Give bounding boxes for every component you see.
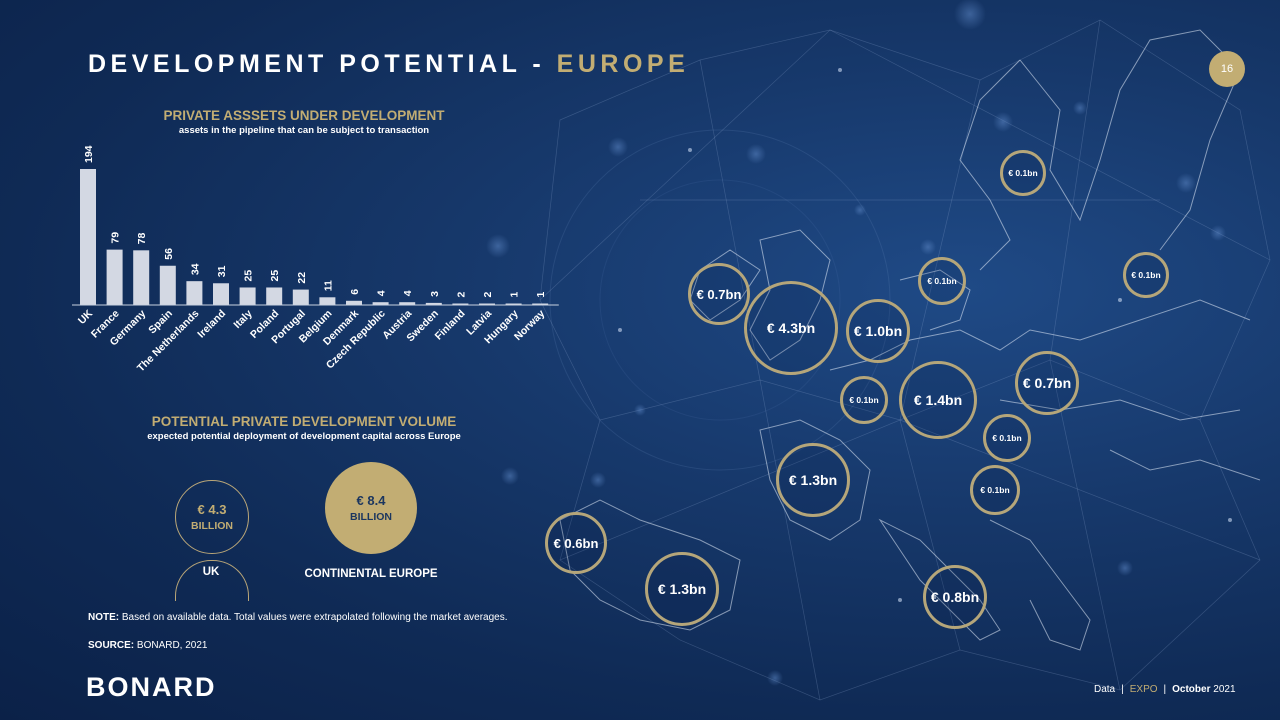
footer-separator: |: [1163, 684, 1167, 695]
continental-volume-circle: € 8.4 BILLION: [325, 462, 417, 554]
bar-value-label: 4: [402, 290, 414, 296]
map-value-circle: € 0.7bn: [688, 263, 750, 325]
bar-value-label: 22: [296, 272, 308, 284]
bar-ireland: [213, 283, 229, 305]
category-label: UK: [76, 307, 96, 327]
bar-value-label: 6: [349, 289, 361, 295]
volume-section-subtitle: expected potential deployment of develop…: [147, 431, 461, 442]
bar-value-label: 1: [535, 292, 547, 298]
bar-poland: [266, 287, 283, 305]
source-prefix: SOURCE:: [88, 640, 135, 651]
footer-data: Data: [1094, 684, 1116, 695]
uk-volume-label: UK: [202, 566, 220, 578]
note-text: NOTE: Based on available data. Total val…: [88, 612, 508, 623]
bar-value-label: 25: [243, 270, 255, 282]
bar-norway: [532, 303, 549, 305]
map-value-circle: € 0.1bn: [983, 414, 1031, 462]
map-value-circle: € 1.3bn: [776, 443, 850, 517]
map-value-circle: € 0.6bn: [545, 512, 607, 574]
bar-value-label: 194: [83, 145, 95, 163]
bar-value-label: 1: [509, 292, 521, 298]
continental-volume-label: CONTINENTAL EUROPE: [304, 568, 438, 580]
bar-portugal: [292, 289, 309, 305]
bar-value-label: 2: [455, 292, 467, 298]
bar-denmark: [346, 300, 362, 305]
footer-expo: EXPO: [1129, 684, 1158, 695]
chart-title: PRIVATE ASSSETS UNDER DEVELOPMENT: [163, 108, 445, 123]
category-label: Finland: [433, 308, 468, 343]
map-value-circle: € 1.0bn: [846, 299, 910, 363]
source-body: BONARD, 2021: [134, 640, 208, 651]
bar-value-label: 25: [269, 270, 281, 282]
category-label: Italy: [231, 308, 254, 331]
map-value-circle: € 1.4bn: [899, 361, 977, 439]
map-value-circle: € 0.7bn: [1015, 351, 1079, 415]
bar-value-label: 3: [429, 291, 441, 297]
bar-spain: [159, 265, 176, 305]
bar-finland: [452, 303, 469, 305]
bar-value-label: 2: [482, 292, 494, 298]
map-value-circle: € 0.8bn: [923, 565, 987, 629]
uk-volume-unit: BILLION: [191, 520, 233, 532]
bar-the-netherlands: [186, 281, 203, 305]
volume-section-title: POTENTIAL PRIVATE DEVELOPMENT VOLUME: [151, 414, 457, 429]
bar-belgium: [319, 297, 336, 305]
bar-italy: [239, 287, 256, 305]
bar-latvia: [479, 303, 495, 305]
bar-hungary: [505, 303, 522, 305]
bar-austria: [399, 302, 416, 305]
bar-value-label: 79: [110, 232, 122, 244]
map-value-circle: € 0.1bn: [1000, 150, 1046, 196]
page-title-accent: EUROPE: [556, 50, 690, 78]
bar-value-label: 31: [216, 265, 228, 277]
bar-sweden: [425, 302, 442, 305]
continental-volume-unit: BILLION: [350, 511, 392, 523]
note-body: Based on available data. Total values we…: [119, 612, 508, 623]
category-label: Ireland: [195, 308, 228, 341]
bar-uk: [80, 169, 96, 305]
map-value-circle: € 0.1bn: [1123, 252, 1169, 298]
page-title: DEVELOPMENT POTENTIAL - EUROPE: [88, 50, 689, 79]
page-number-badge: 16: [1209, 51, 1245, 87]
uk-volume-circle: € 4.3 BILLION: [175, 480, 249, 554]
continental-volume-value: € 8.4: [356, 493, 386, 508]
footer-month: October: [1172, 684, 1211, 695]
bar-france: [106, 249, 123, 305]
chart-subtitle: assets in the pipeline that can be subje…: [178, 125, 430, 136]
map-value-circle: € 0.1bn: [840, 376, 888, 424]
footer-year: 2021: [1210, 684, 1236, 695]
bar-value-label: 11: [322, 280, 334, 291]
map-value-circle: € 0.1bn: [918, 257, 966, 305]
source-text: SOURCE: BONARD, 2021: [88, 640, 208, 651]
footer: Data | EXPO | October 2021: [1094, 684, 1236, 695]
bar-value-label: 4: [376, 290, 388, 296]
page-title-main: DEVELOPMENT POTENTIAL -: [88, 50, 557, 78]
bar-czech-republic: [372, 302, 389, 305]
bar-value-label: 34: [189, 263, 201, 275]
bar-value-label: 56: [163, 248, 175, 260]
footer-separator: |: [1121, 684, 1124, 695]
map-value-circle: € 4.3bn: [744, 281, 838, 375]
map-value-circle: € 1.3bn: [645, 552, 719, 626]
note-prefix: NOTE:: [88, 612, 120, 623]
uk-volume-value: € 4.3: [197, 502, 227, 517]
map-value-circle: € 0.1bn: [970, 465, 1020, 515]
bar-germany: [133, 250, 150, 305]
bar-value-label: 78: [136, 232, 148, 244]
bonard-logo: BONARD: [86, 672, 217, 702]
